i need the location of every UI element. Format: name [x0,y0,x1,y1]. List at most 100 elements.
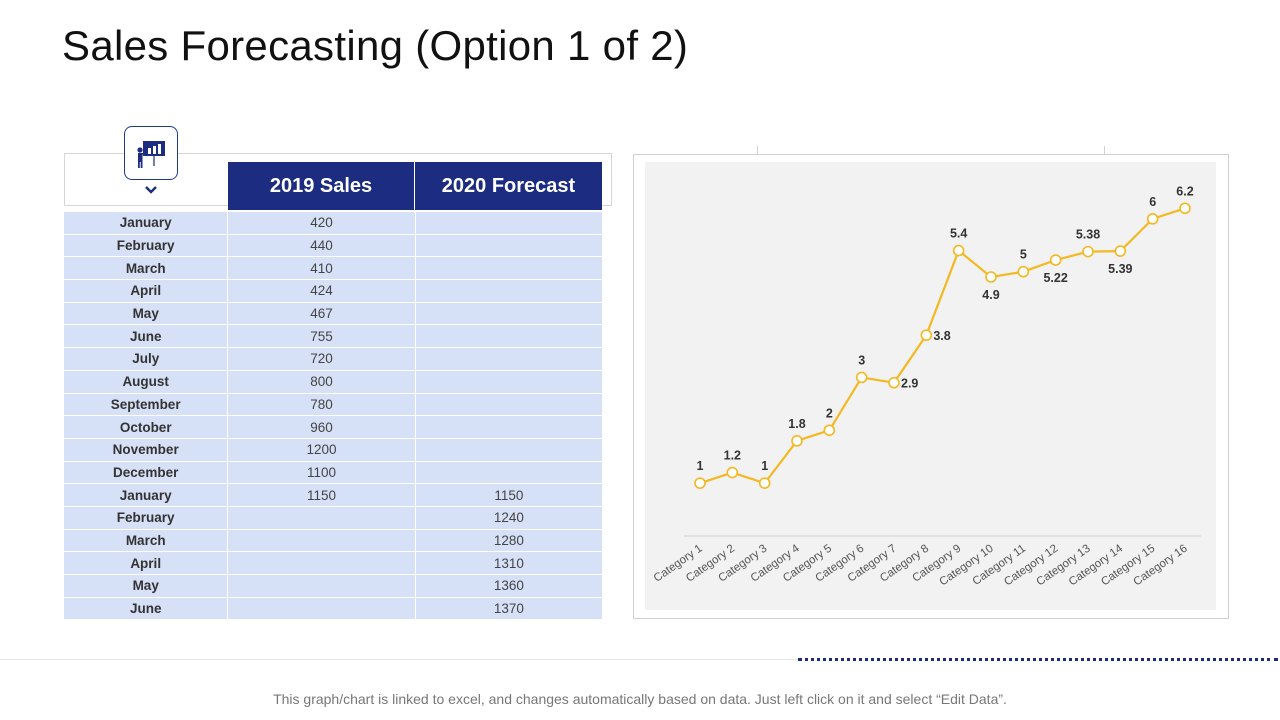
forecast-cell: 1280 [414,529,602,552]
data-point [952,244,965,257]
data-point [1179,202,1191,215]
data-point [1114,245,1127,257]
table-row: January 420 [64,212,602,235]
forecast-cell [414,438,602,461]
data-label: 3 [858,353,865,367]
forecast-cell [414,212,602,234]
month-cell: March [125,532,166,548]
table-row: July 720 [64,348,602,371]
forecast-cell: 1370 [414,597,602,620]
data-label: 4.9 [982,288,999,302]
table-row: August 800 [64,370,602,394]
forecast-cell [414,302,602,325]
presentation-chart-icon [124,126,178,180]
month-cell: May [132,306,159,322]
table-row: February 1240 [64,506,602,530]
chart-plot-area [645,162,1216,610]
forecast-cell [414,348,602,370]
forecast-cell [414,461,602,484]
table-row: February 440 [64,234,602,258]
month-cell: April [130,283,162,299]
forecast-cell [414,257,602,280]
table-row: September 780 [64,393,602,417]
data-label: 1.8 [788,417,805,431]
data-label: 6.2 [1176,184,1193,198]
table-row: December 1100 [64,461,602,485]
header-2019-sales: 2019 Sales [228,162,415,210]
table-row: January 1150 1150 [64,484,602,507]
sales-cell: 467 [227,302,414,325]
sales-cell [227,575,414,597]
sales-cell [227,597,414,620]
sales-cell [227,506,414,529]
month-cell: July [132,351,160,367]
data-point [758,477,771,489]
table-row: June 1370 [64,597,602,621]
forecast-cell: 1310 [414,552,602,574]
forecast-cell [414,416,602,438]
page-title: Sales Forecasting (Option 1 of 2) [62,22,689,69]
month-cell: January [119,215,172,231]
data-label: 1 [761,459,768,473]
data-label: 2 [826,406,833,420]
forecast-cell: 1360 [414,575,602,597]
forecast-cell: 1150 [414,484,602,506]
forecast-cell [414,370,602,393]
data-point [888,376,900,389]
header-2020-forecast: 2020 Forecast [415,162,602,210]
data-point [694,477,706,489]
data-label: 3.8 [933,329,950,343]
sales-cell: 1150 [227,484,414,506]
data-label: 5.22 [1043,271,1067,285]
data-point [1082,245,1094,258]
table-row: May 1360 [64,575,602,598]
sales-table: January 420 February 440 March 410 April 424 May… [64,212,602,621]
sales-cell [227,552,414,574]
data-point [855,371,868,384]
data-label: 2.9 [901,377,918,391]
footer-dotted-line [798,658,1278,661]
table-row: April 1310 [64,552,602,575]
sales-cell: 420 [227,212,414,234]
data-label: 5.38 [1076,228,1100,242]
table-row: October 960 [64,416,602,439]
month-cell: December [113,464,179,480]
month-cell: March [125,260,166,276]
table-row: April 424 [64,280,602,303]
table-row: March 410 [64,257,602,281]
footnote: This graph/chart is linked to excel, and… [273,691,1007,707]
data-label: 5.39 [1108,262,1132,276]
month-cell: September [110,396,181,412]
sales-cell: 755 [227,325,414,348]
forecast-cell [414,325,602,348]
forecast-cell [414,393,602,416]
month-cell: February [116,238,175,254]
month-cell: November [112,442,179,458]
footer-divider [0,659,798,660]
data-point [920,329,933,341]
data-label: 1.2 [724,449,741,463]
forecast-cell [414,280,602,302]
month-cell: October [119,419,172,435]
sales-cell: 1200 [227,438,414,461]
sales-cell [227,529,414,552]
data-point [1146,213,1159,225]
sales-cell: 410 [227,257,414,280]
table-row: June 755 [64,325,602,349]
sales-cell: 440 [227,234,414,257]
data-label: 6 [1149,195,1156,209]
table-row: May 467 [64,302,602,326]
sales-cell: 960 [227,416,414,438]
month-cell: February [116,510,175,526]
sales-cell: 800 [227,370,414,393]
data-label: 1 [697,459,704,473]
forecast-cell [414,234,602,257]
month-cell: June [129,328,162,344]
sales-cell: 1100 [227,461,414,484]
data-point [985,271,997,283]
month-cell: August [122,374,169,390]
month-cell: January [119,487,172,503]
series-line [699,207,1186,485]
chevron-down-icon [145,186,157,194]
data-point [823,424,836,437]
